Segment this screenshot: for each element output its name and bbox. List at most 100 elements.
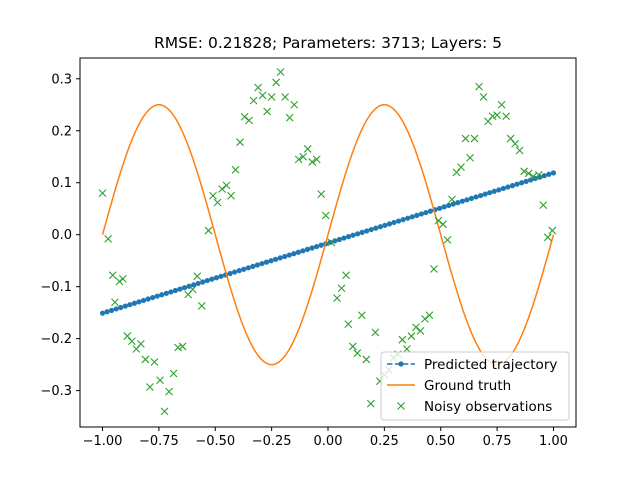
predicted-trajectory-point <box>123 303 128 308</box>
predicted-trajectory-point <box>446 203 451 208</box>
predicted-trajectory-point <box>287 252 292 257</box>
predicted-trajectory-point <box>401 217 406 222</box>
predicted-trajectory-point <box>200 279 205 284</box>
predicted-trajectory-point <box>396 218 401 223</box>
predicted-trajectory-point <box>100 311 105 316</box>
predicted-trajectory-point <box>209 277 214 282</box>
predicted-trajectory-point <box>141 298 146 303</box>
predicted-trajectory-point <box>314 244 319 249</box>
predicted-trajectory-point <box>355 231 360 236</box>
predicted-trajectory-point <box>442 204 447 209</box>
predicted-trajectory-point <box>109 308 114 313</box>
predicted-trajectory-point <box>305 247 310 252</box>
predicted-trajectory-point <box>282 254 287 259</box>
predicted-trajectory-point <box>501 186 506 191</box>
predicted-trajectory-point <box>273 257 278 262</box>
y-tick-label: −0.2 <box>40 332 72 347</box>
predicted-trajectory-point <box>483 192 488 197</box>
predicted-trajectory-point <box>364 228 369 233</box>
y-tick-label: 0.1 <box>51 176 72 191</box>
predicted-trajectory-point <box>464 197 469 202</box>
x-tick-label: 0.50 <box>426 434 455 449</box>
predicted-trajectory-point <box>118 305 123 310</box>
predicted-trajectory-point <box>319 243 324 248</box>
x-tick-label: 0.75 <box>483 434 512 449</box>
predicted-trajectory-point <box>478 193 483 198</box>
predicted-trajectory-point <box>105 309 110 314</box>
predicted-trajectory-point <box>428 209 433 214</box>
predicted-trajectory-point <box>528 177 533 182</box>
chart-title: RMSE: 0.21828; Parameters: 3713; Layers:… <box>154 34 502 52</box>
predicted-trajectory-point <box>460 199 465 204</box>
predicted-trajectory-point <box>382 223 387 228</box>
predicted-trajectory-point <box>551 170 556 175</box>
y-tick-label: −0.3 <box>40 384 72 399</box>
predicted-trajectory-point <box>350 233 355 238</box>
predicted-trajectory-point <box>391 220 396 225</box>
predicted-trajectory-point <box>218 274 223 279</box>
predicted-trajectory-point <box>291 251 296 256</box>
x-tick-label: 0.25 <box>370 434 399 449</box>
predicted-trajectory-point <box>259 261 264 266</box>
predicted-trajectory-point <box>373 226 378 231</box>
predicted-trajectory-point <box>455 200 460 205</box>
predicted-trajectory-point <box>205 278 210 283</box>
legend: Predicted trajectory Ground truth Noisy … <box>381 352 569 420</box>
predicted-trajectory-point <box>341 235 346 240</box>
predicted-trajectory-point <box>419 211 424 216</box>
predicted-trajectory-point <box>250 264 255 269</box>
predicted-trajectory-point <box>150 295 155 300</box>
predicted-trajectory-point <box>296 250 301 255</box>
predicted-trajectory-point <box>300 248 305 253</box>
predicted-trajectory-point <box>168 289 173 294</box>
predicted-trajectory-point <box>182 285 187 290</box>
y-tick-label: 0.0 <box>51 228 72 243</box>
predicted-trajectory-point <box>227 271 232 276</box>
predicted-trajectory-point <box>360 230 365 235</box>
predicted-trajectory-point <box>177 286 182 291</box>
predicted-trajectory-point <box>492 189 497 194</box>
predicted-trajectory-point <box>387 221 392 226</box>
predicted-trajectory-point <box>268 258 273 263</box>
predicted-trajectory-point <box>524 179 529 184</box>
predicted-trajectory-point <box>437 206 442 211</box>
predicted-trajectory-point <box>487 190 492 195</box>
predicted-trajectory-point <box>510 183 515 188</box>
predicted-trajectory-point <box>505 184 510 189</box>
legend-label-predicted: Predicted trajectory <box>424 357 557 373</box>
x-tick-label: −0.25 <box>252 434 292 449</box>
predicted-trajectory-point <box>469 196 474 201</box>
predicted-trajectory-point <box>246 265 251 270</box>
predicted-trajectory-point <box>164 291 169 296</box>
predicted-trajectory-point <box>369 227 374 232</box>
predicted-trajectory-point <box>173 288 178 293</box>
x-tick-label: 1.00 <box>539 434 568 449</box>
predicted-trajectory-point <box>514 182 519 187</box>
x-tick-label: 0.00 <box>314 434 343 449</box>
predicted-trajectory-point <box>496 187 501 192</box>
predicted-trajectory-point <box>114 306 119 311</box>
predicted-trajectory-point <box>196 281 201 286</box>
predicted-trajectory-point <box>136 299 141 304</box>
predicted-trajectory-point <box>546 172 551 177</box>
legend-label-noisy-observations: Noisy observations <box>424 399 552 415</box>
predicted-trajectory-point <box>241 267 246 272</box>
predicted-trajectory-point <box>423 210 428 215</box>
y-tick-label: 0.3 <box>51 72 72 87</box>
predicted-trajectory-point <box>145 296 150 301</box>
predicted-trajectory-point <box>264 260 269 265</box>
predicted-trajectory-point <box>414 213 419 218</box>
predicted-trajectory-point <box>473 194 478 199</box>
predicted-trajectory-point <box>405 216 410 221</box>
predicted-trajectory-point <box>237 268 242 273</box>
predicted-trajectory-point <box>127 302 132 307</box>
x-tick-label: −0.50 <box>195 434 235 449</box>
legend-label-ground-truth: Ground truth <box>424 378 511 394</box>
predicted-trajectory-point <box>410 214 415 219</box>
predicted-trajectory-point <box>232 269 237 274</box>
x-tick-label: −1.00 <box>83 434 123 449</box>
predicted-trajectory-point <box>278 255 283 260</box>
predicted-trajectory-point <box>337 237 342 242</box>
predicted-trajectory-point <box>255 262 260 267</box>
predicted-trajectory-point <box>346 234 351 239</box>
